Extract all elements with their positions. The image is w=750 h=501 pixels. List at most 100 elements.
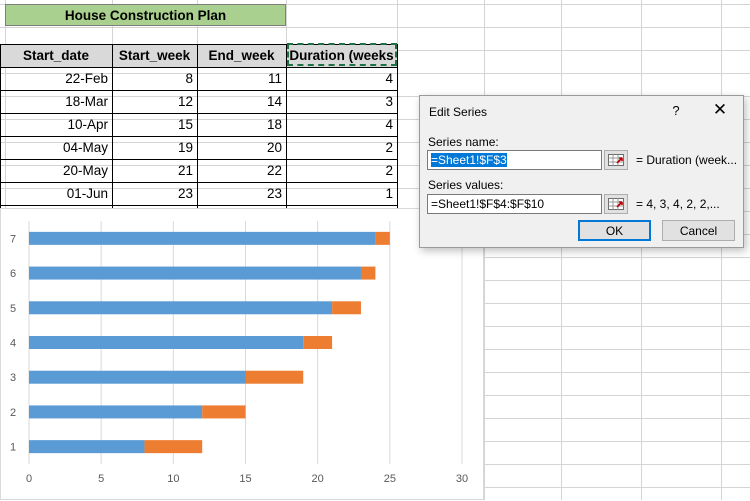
x-tick-label: 15 <box>239 473 251 485</box>
table-cell[interactable]: 23 <box>266 186 282 201</box>
y-tick-label: 3 <box>10 372 16 384</box>
grid-line <box>0 4 750 5</box>
table-cell[interactable]: 2 <box>385 140 393 155</box>
table-cell[interactable]: 04-May <box>62 140 108 155</box>
column-header[interactable]: Duration (weeks <box>289 48 394 63</box>
table-border <box>0 182 397 183</box>
table-cell[interactable]: 8 <box>185 71 193 86</box>
grid-line <box>0 165 750 166</box>
duration-bar <box>360 266 376 280</box>
x-tick-label: 5 <box>98 473 104 485</box>
table-cell[interactable]: 01-Jun <box>66 186 108 201</box>
close-button[interactable]: ✕ <box>712 100 728 119</box>
table-border <box>0 44 1 228</box>
range-picker-icon <box>608 198 624 210</box>
y-tick-label: 7 <box>10 233 16 245</box>
grid-line <box>0 142 750 143</box>
table-cell[interactable]: 4 <box>385 71 393 86</box>
table-border <box>0 113 397 114</box>
x-tick-label: 0 <box>26 473 32 485</box>
table-cell[interactable]: 22 <box>266 163 282 178</box>
table-border <box>0 205 397 206</box>
table-cell[interactable]: 10-Apr <box>67 117 108 132</box>
dialog-title: Edit Series <box>429 105 488 119</box>
grid-line <box>0 27 750 28</box>
series-values-preview: = 4, 3, 4, 2, 2,... <box>636 197 720 211</box>
table-cell[interactable]: 18-Mar <box>65 94 108 109</box>
series-values-input[interactable]: =Sheet1!$F$4:$F$10 <box>427 194 602 214</box>
series-name-preview: = Duration (week... <box>636 153 738 167</box>
grid-line <box>0 188 750 189</box>
table-cell[interactable]: 20 <box>266 140 282 155</box>
table-cell[interactable]: 15 <box>177 117 193 132</box>
start-week-bar <box>29 301 333 315</box>
series-name-range-picker-button[interactable] <box>604 150 628 170</box>
start-week-bar <box>29 266 361 280</box>
grid-line <box>484 0 485 500</box>
start-week-bar <box>29 370 246 384</box>
sheet-title-cell[interactable]: House Construction Plan <box>5 4 286 26</box>
y-tick-label: 6 <box>10 268 16 280</box>
table-border <box>112 44 113 228</box>
table-border <box>197 44 198 228</box>
x-tick-label: 10 <box>167 473 179 485</box>
table-border <box>397 44 398 228</box>
range-picker-icon <box>608 154 624 166</box>
table-cell[interactable]: 11 <box>267 71 282 86</box>
y-tick-label: 4 <box>10 338 16 350</box>
table-border <box>0 44 397 45</box>
table-cell[interactable]: 3 <box>385 94 393 109</box>
ok-button[interactable]: OK <box>578 220 651 241</box>
table-cell[interactable]: 18 <box>266 117 282 132</box>
grid-line <box>721 0 722 500</box>
table-cell[interactable]: 14 <box>266 94 282 109</box>
y-tick-label: 2 <box>10 407 16 419</box>
series-values-range-picker-button[interactable] <box>604 194 628 214</box>
edit-series-dialog[interactable]: Edit Series ? ✕ Series name: =Sheet1!$F$… <box>419 95 744 248</box>
table-border <box>0 67 397 68</box>
duration-bar <box>332 301 361 315</box>
column-header[interactable]: Start_date <box>22 48 90 63</box>
y-tick-label: 1 <box>10 442 16 454</box>
grid-line <box>561 0 562 500</box>
table-cell[interactable]: 21 <box>177 163 193 178</box>
table-cell[interactable]: 1 <box>385 186 393 201</box>
grid-line <box>0 96 750 97</box>
series-values-label: Series values: <box>428 178 504 192</box>
table-cell[interactable]: 22-Feb <box>65 71 108 86</box>
grid-line <box>641 0 642 500</box>
table-cell[interactable]: 4 <box>385 117 393 132</box>
table-border <box>286 44 287 228</box>
chart-plot: 0 5 10 15 20 25 30 1 2 3 4 5 6 7 <box>10 221 468 485</box>
x-tick-label: 25 <box>384 473 396 485</box>
copy-selection-marquee <box>287 43 397 66</box>
series-name-label: Series name: <box>428 135 499 149</box>
grid-line <box>0 73 750 74</box>
duration-bar <box>144 440 203 454</box>
duration-bar <box>245 370 304 384</box>
start-week-bar <box>29 231 376 245</box>
duration-bar <box>202 405 246 419</box>
table-cell[interactable]: 20-May <box>62 163 108 178</box>
table-cell[interactable]: 2 <box>385 163 393 178</box>
series-name-input[interactable]: =Sheet1!$F$3 <box>427 150 602 170</box>
help-button[interactable]: ? <box>672 103 680 118</box>
duration-bar <box>303 336 333 349</box>
series-name-selected-text: =Sheet1!$F$3 <box>431 153 507 167</box>
table-cell[interactable]: 23 <box>177 186 193 201</box>
table-cell[interactable]: 12 <box>177 94 193 109</box>
table-header-fill <box>0 44 397 67</box>
table-cell[interactable]: 19 <box>177 140 193 155</box>
duration-bar <box>375 231 390 245</box>
x-tick-label: 30 <box>456 473 468 485</box>
gantt-chart[interactable]: 0 5 10 15 20 25 30 1 2 3 4 5 6 7 <box>0 208 484 500</box>
cancel-button[interactable]: Cancel <box>662 220 735 241</box>
y-tick-label: 5 <box>10 303 16 315</box>
grid-line <box>0 119 750 120</box>
start-week-bar <box>29 336 304 349</box>
start-week-bar <box>29 405 203 419</box>
x-tick-label: 20 <box>312 473 324 485</box>
column-header[interactable]: End_week <box>208 48 275 63</box>
column-header[interactable]: Start_week <box>118 48 191 63</box>
table-border <box>0 159 397 160</box>
